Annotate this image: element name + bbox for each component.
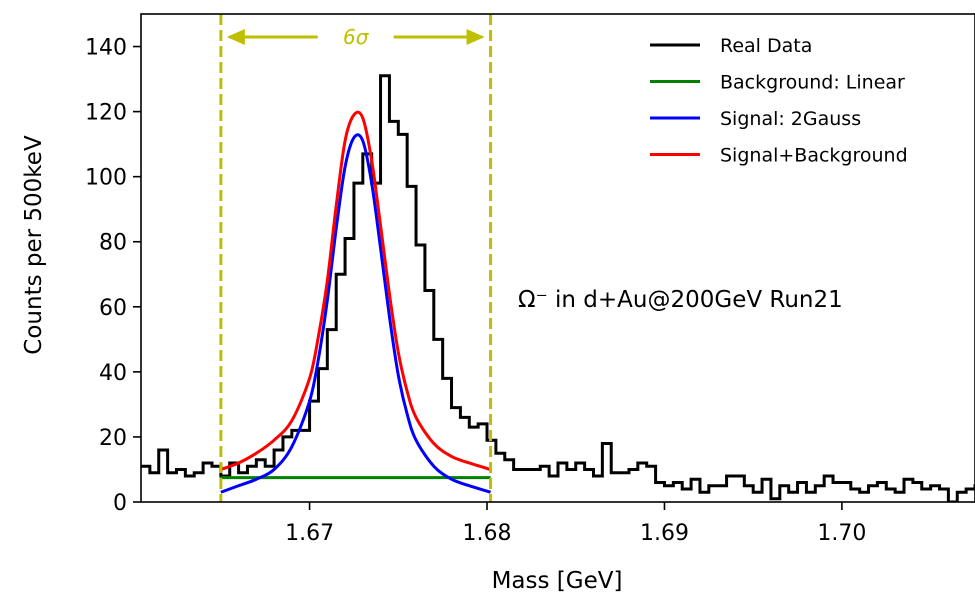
annotation: Ω⁻ in d+Au@200GeV Run21 [518, 287, 843, 313]
window-arrow-right-head [466, 29, 485, 45]
y-axis-label: Counts per 500keV [21, 135, 47, 355]
legend-label: Signal: 2Gauss [720, 108, 861, 130]
x-tick-label: 1.67 [285, 521, 334, 546]
y-tick-label: 100 [85, 166, 127, 191]
y-tick-label: 0 [113, 491, 127, 516]
x-tick-label: 1.68 [463, 521, 512, 546]
x-tick-label: 1.69 [640, 521, 689, 546]
y-tick-label: 120 [85, 101, 127, 126]
legend-label: Real Data [720, 35, 812, 57]
axes: 1.67 1.68 1.69 1.70 0 20 40 60 80 100 120 140 [85, 13, 975, 546]
series-signal-background [220, 110, 492, 471]
x-axis-label: Mass [GeV] [492, 568, 623, 593]
window-arrow-left-head [226, 29, 245, 45]
y-tick-label: 60 [99, 296, 127, 321]
series-real-data [141, 74, 975, 502]
x-tick-label: 1.70 [817, 521, 866, 546]
y-tick-label: 80 [99, 231, 127, 256]
y-tick-label: 40 [99, 361, 127, 386]
plot-area [141, 74, 975, 502]
sigma-window: 6σ [219, 14, 493, 502]
plot-frame [140, 13, 975, 503]
legend-label: Signal+Background [720, 145, 908, 167]
legend: Real Data Background: Linear Signal: 2Gaus… [650, 35, 908, 167]
legend-label: Background: Linear [720, 72, 905, 94]
y-tick-label: 140 [85, 36, 127, 61]
series-signal-2gauss [220, 133, 492, 494]
y-tick-label: 20 [99, 426, 127, 451]
window-label: 6σ [343, 25, 370, 49]
